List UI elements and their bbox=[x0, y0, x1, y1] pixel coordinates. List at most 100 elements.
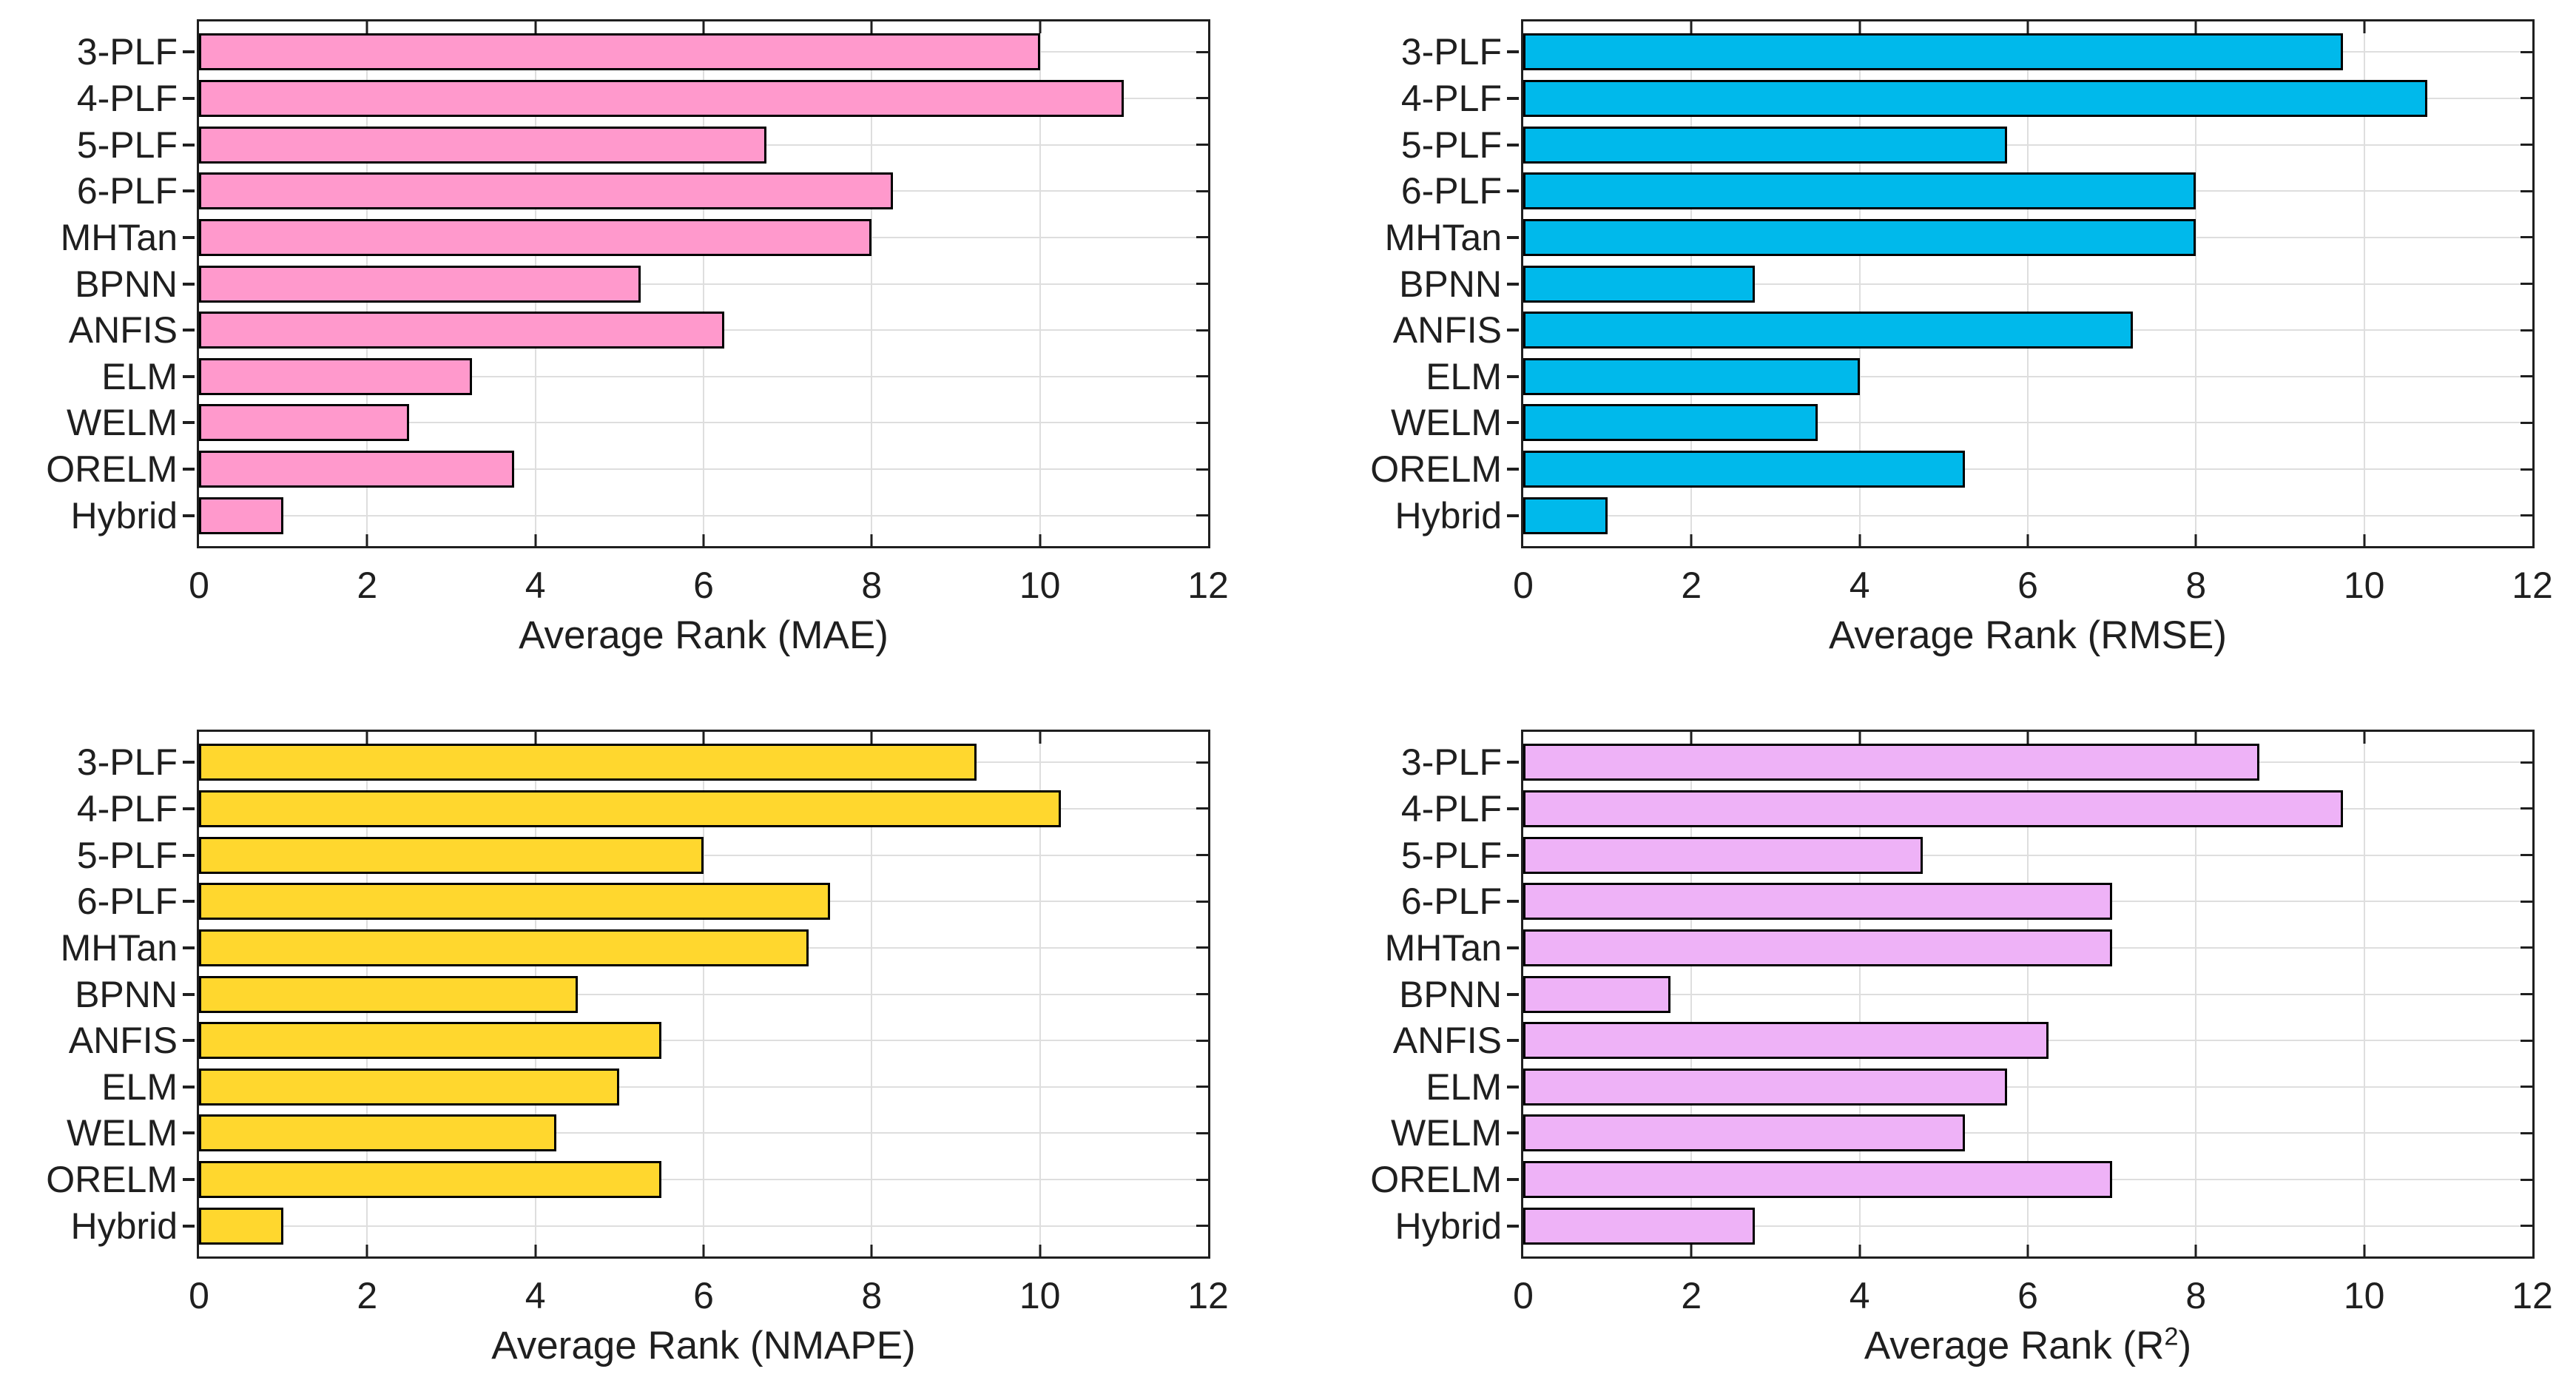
x-tick-mark bbox=[534, 1245, 537, 1256]
y-tick-mark-left bbox=[183, 143, 195, 147]
category-label: MHTan bbox=[60, 926, 178, 969]
bar-nmape-bpnn bbox=[199, 975, 578, 1013]
y-tick-mark-right bbox=[1196, 900, 1208, 903]
bar-nmape-6-plf bbox=[199, 883, 830, 921]
y-tick-mark-left bbox=[1507, 329, 1519, 332]
bar-mae-4-plf bbox=[199, 79, 1125, 117]
y-tick-mark-left bbox=[1507, 946, 1519, 949]
y-gridline bbox=[1523, 468, 2532, 471]
y-tick-mark-left bbox=[183, 1224, 195, 1228]
y-gridline bbox=[199, 1179, 1208, 1181]
y-tick-mark-right bbox=[1196, 807, 1208, 810]
category-label: ORELM bbox=[46, 1159, 178, 1201]
y-gridline bbox=[1523, 854, 2532, 856]
y-gridline bbox=[1523, 514, 2532, 516]
bar-nmape-4-plf bbox=[199, 790, 1062, 827]
x-tick-label: 4 bbox=[525, 565, 546, 606]
plot-area-nmape bbox=[199, 732, 1208, 1256]
x-tick-label: 6 bbox=[693, 1275, 714, 1316]
y-tick-mark-right bbox=[2521, 50, 2532, 53]
y-gridline bbox=[199, 375, 1208, 377]
y-tick-mark-left bbox=[183, 96, 195, 100]
x-axis-label-superscript: 2 bbox=[2164, 1322, 2179, 1351]
y-tick-mark-right bbox=[2521, 189, 2532, 192]
category-label: 4-PLF bbox=[76, 77, 178, 119]
x-tick-label: 8 bbox=[2185, 1275, 2207, 1316]
bar-mae-hybrid bbox=[199, 497, 283, 534]
category-label: ORELM bbox=[1370, 1159, 1502, 1201]
x-tick-labels: 0 2 4 6 8 10 12 bbox=[189, 1275, 1229, 1320]
x-axis-label-text: Average Rank (R bbox=[1864, 1324, 2165, 1367]
y-tick-mark-left bbox=[1507, 235, 1519, 239]
y-tick-mark-left bbox=[183, 468, 195, 471]
y-tick-mark-right bbox=[2521, 1039, 2532, 1042]
bar-mae-mhtan bbox=[199, 218, 872, 256]
x-tick-mark bbox=[365, 534, 368, 546]
bar-mae-bpnn bbox=[199, 265, 641, 303]
x-tick-label: 8 bbox=[2185, 565, 2207, 606]
category-label: 3-PLF bbox=[76, 741, 178, 784]
category-label: 5-PLF bbox=[76, 834, 178, 876]
y-tick-mark-left bbox=[1507, 992, 1519, 996]
x-tick-mark bbox=[2194, 534, 2197, 546]
plot-box-r2 bbox=[1521, 730, 2535, 1259]
category-label: MHTan bbox=[1384, 926, 1502, 969]
x-tick-label: 2 bbox=[1681, 1275, 1702, 1316]
x-tick-mark bbox=[702, 1245, 705, 1256]
y-tick-mark-left bbox=[1507, 900, 1519, 904]
x-axis-label-text: Average Rank (MAE) bbox=[519, 613, 889, 657]
y-tick-mark-right bbox=[1196, 946, 1208, 949]
y-tick-mark-left bbox=[183, 900, 195, 904]
y-tick-mark-right bbox=[1196, 993, 1208, 995]
x-tick-mark bbox=[1039, 1245, 1042, 1256]
y-tick-mark-right bbox=[2521, 807, 2532, 810]
y-gridline bbox=[1523, 283, 2532, 285]
y-gridline bbox=[199, 1086, 1208, 1088]
category-label: BPNN bbox=[75, 973, 178, 1015]
bar-nmape-3-plf bbox=[199, 744, 977, 781]
x-tick-mark bbox=[2026, 534, 2029, 546]
y-tick-mark-right bbox=[1196, 236, 1208, 239]
y-tick-mark-right bbox=[1196, 97, 1208, 100]
x-axis-label-text: Average Rank (NMAPE) bbox=[491, 1324, 916, 1367]
subplot-r2: 3-PLF 4-PLF 5-PLF 6-PLF MHTan BPNN ANFIS ELM WEL… bbox=[1336, 730, 2553, 1381]
x-tick-mark bbox=[702, 21, 705, 33]
y-tick-mark-right bbox=[2521, 854, 2532, 857]
bar-mae-5-plf bbox=[199, 126, 767, 164]
y-tick-mark-left bbox=[1507, 374, 1519, 378]
category-label: 4-PLF bbox=[76, 787, 178, 830]
x-axis-label: Average Rank (R2) bbox=[1523, 1324, 2532, 1367]
x-tick-mark bbox=[2026, 732, 2029, 744]
category-label: 6-PLF bbox=[1400, 881, 1502, 923]
x-tick-mark bbox=[365, 732, 368, 744]
y-gridline bbox=[199, 1132, 1208, 1134]
category-label: ANFIS bbox=[68, 1020, 178, 1062]
y-tick-mark-right bbox=[2521, 283, 2532, 285]
x-tick-label: 12 bbox=[2512, 565, 2553, 606]
x-tick-mark bbox=[1039, 21, 1042, 33]
figure-grid: 3-PLF 4-PLF 5-PLF 6-PLF MHTan BPNN ANFIS ELM WEL… bbox=[12, 19, 2553, 1381]
y-gridline bbox=[1523, 422, 2532, 424]
category-label: 5-PLF bbox=[1400, 834, 1502, 876]
bar-rmse-6-plf bbox=[1523, 172, 2196, 210]
x-tick-mark bbox=[534, 534, 537, 546]
x-tick-label: 2 bbox=[357, 1275, 378, 1316]
y-gridline bbox=[199, 468, 1208, 471]
plot-area-mae bbox=[199, 21, 1208, 546]
x-tick-mark bbox=[1690, 534, 1693, 546]
category-label: ORELM bbox=[46, 448, 178, 491]
category-label: MHTan bbox=[60, 216, 178, 258]
category-label: MHTan bbox=[1384, 216, 1502, 258]
y-gridline bbox=[199, 514, 1208, 516]
y-tick-mark-left bbox=[1507, 282, 1519, 286]
x-tick-label: 0 bbox=[1513, 1275, 1534, 1316]
y-tick-mark-right bbox=[1196, 189, 1208, 192]
bar-nmape-hybrid bbox=[199, 1207, 283, 1245]
y-tick-mark-left bbox=[1507, 807, 1519, 810]
x-tick-label: 6 bbox=[693, 565, 714, 606]
x-tick-mark bbox=[1690, 1245, 1693, 1256]
y-tick-mark-right bbox=[1196, 761, 1208, 764]
y-gridline bbox=[1523, 1086, 2532, 1088]
x-tick-mark bbox=[1858, 732, 1861, 744]
x-tick-mark bbox=[702, 534, 705, 546]
